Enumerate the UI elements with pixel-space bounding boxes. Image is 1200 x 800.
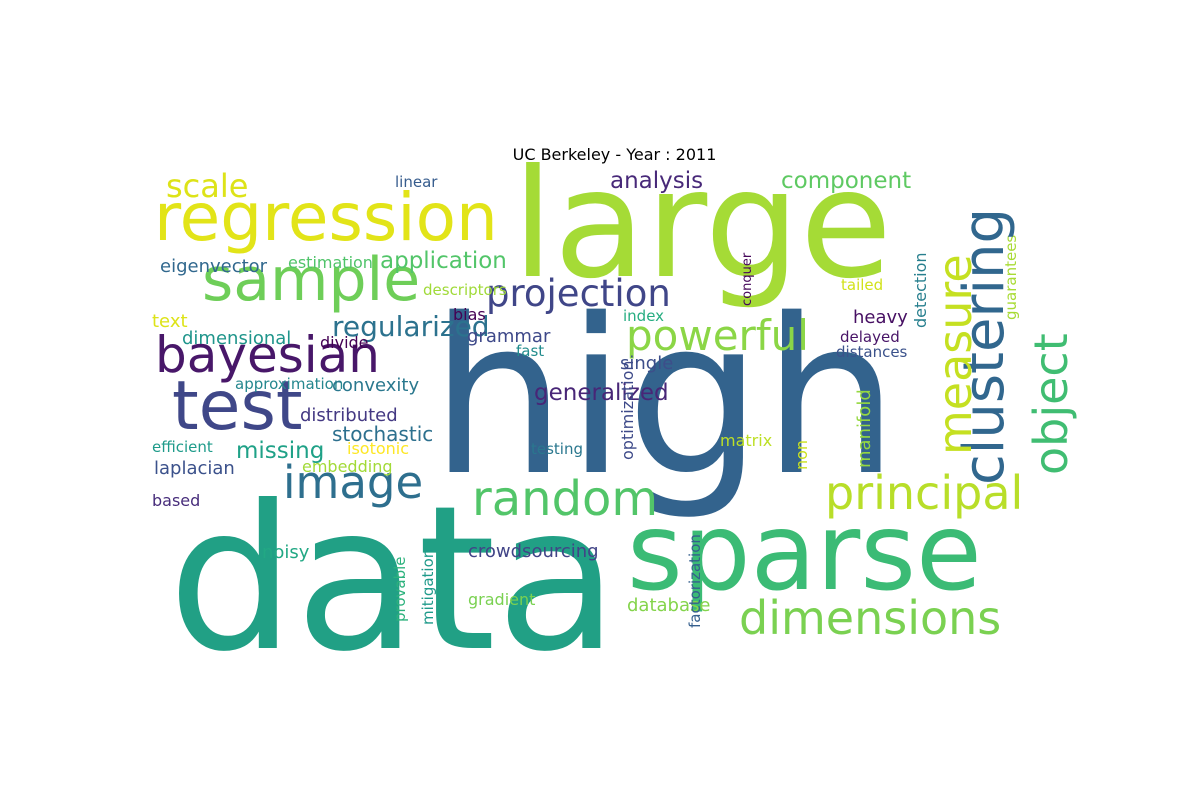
- word-linear: optimization: [618, 360, 637, 460]
- word-high: high: [430, 272, 899, 523]
- word-mitigation: detection: [911, 252, 930, 328]
- word-heavy: index: [623, 307, 665, 325]
- word-fast: generalized: [534, 380, 669, 406]
- word-eigenvector: component: [781, 168, 912, 194]
- word-cloud: data high large sparse regression sample…: [150, 150, 1078, 680]
- word-bayesian: bayesian: [155, 326, 380, 384]
- word-generalized: crowdsourcing: [468, 541, 599, 562]
- word-analysis: powerful: [626, 311, 809, 360]
- word-descriptors: fast: [516, 342, 545, 360]
- word-approximation: text: [152, 311, 188, 332]
- word-random: random: [472, 471, 659, 527]
- word-object: mitigation: [419, 548, 437, 625]
- word-non: heavy: [853, 307, 908, 328]
- word-based: isotonic: [347, 439, 410, 458]
- word-tailed: descriptors: [423, 281, 507, 299]
- word-distances: linear: [395, 173, 438, 191]
- word-sample: sample: [202, 245, 421, 315]
- word-single: grammar: [467, 326, 551, 347]
- word-component: projection: [486, 272, 671, 315]
- word-grammar: gradient: [468, 590, 536, 609]
- word-distributed: divide: [320, 333, 369, 352]
- word-testing: bias: [453, 305, 486, 324]
- word-regularized: analysis: [610, 168, 704, 194]
- word-data: data: [168, 463, 619, 696]
- word-matrix: testing: [531, 440, 584, 458]
- word-index: single: [620, 353, 674, 374]
- word-stochastic: approximation: [235, 375, 344, 393]
- word-database: noisy: [262, 542, 310, 563]
- word-principal: principal: [825, 466, 1024, 520]
- word-scale: measure: [928, 254, 982, 455]
- word-noisy: laplacian: [154, 458, 235, 479]
- word-laplacian: missing: [236, 438, 325, 464]
- word-embedding: efficient: [152, 438, 213, 456]
- wordcloud-title: UC Berkeley - Year : 2011: [512, 145, 717, 164]
- word-convexity: dimensional: [182, 328, 292, 349]
- word-test: test: [172, 367, 303, 446]
- word-regression: regression: [154, 179, 498, 256]
- word-gradient: based: [152, 491, 201, 510]
- word-projection: object: [1024, 333, 1078, 475]
- word-image: image: [283, 456, 424, 509]
- word-measure: factorization: [686, 534, 704, 628]
- word-detection: distances: [836, 343, 908, 361]
- word-estimation: application: [380, 248, 507, 274]
- word-bias: database: [627, 595, 711, 616]
- word-conquer: tailed: [841, 276, 884, 294]
- word-text: regularized: [332, 310, 490, 343]
- word-efficient: distributed: [300, 405, 398, 426]
- word-dimensional: eigenvector: [160, 256, 268, 277]
- word-dimensions: dimensions: [739, 591, 1002, 645]
- word-isotonic: stochastic: [332, 422, 434, 446]
- word-divide: estimation: [288, 253, 373, 272]
- word-sparse: sparse: [627, 491, 982, 615]
- word-guarantees: non: [792, 439, 811, 470]
- word-application: scale: [166, 167, 249, 205]
- word-crowdsourcing: embedding: [302, 457, 393, 476]
- word-missing: convexity: [332, 375, 420, 396]
- word-manifold: delayed: [840, 328, 900, 346]
- word-delayed: matrix: [720, 431, 773, 450]
- word-clustering: provable: [391, 556, 409, 622]
- word-optimization: conquer: [740, 252, 755, 306]
- word-provable: manifold: [854, 389, 875, 468]
- word-large: large: [512, 138, 893, 312]
